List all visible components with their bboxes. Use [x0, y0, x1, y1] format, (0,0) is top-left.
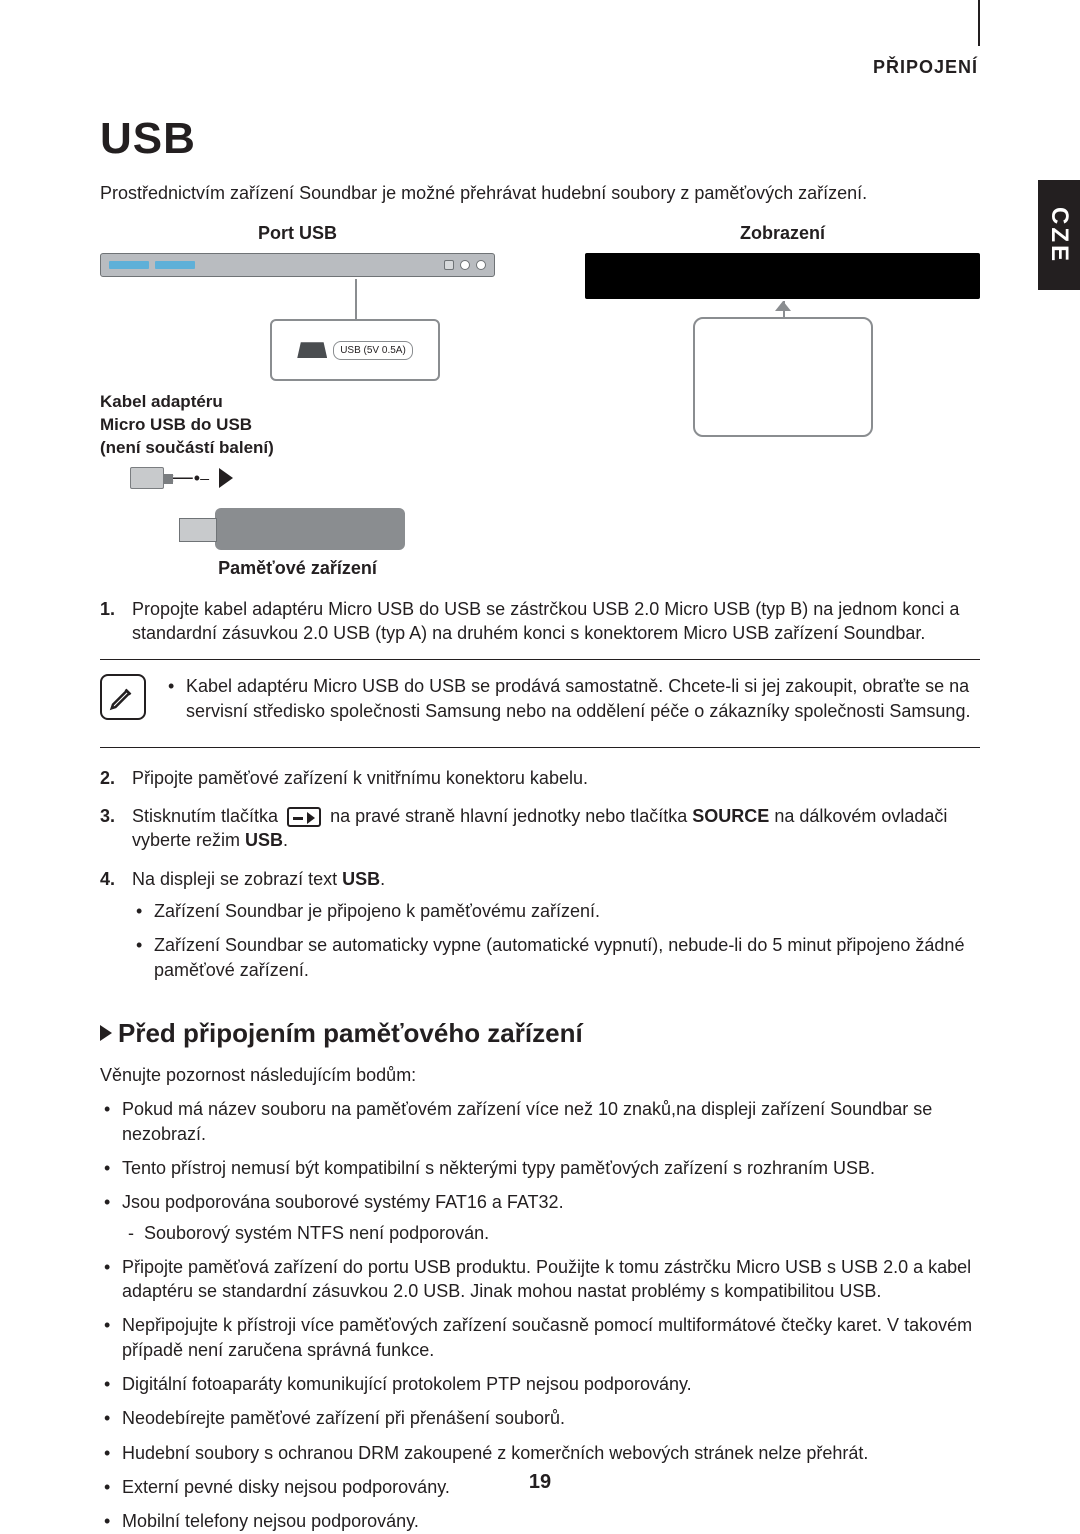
step-4-sub: Zařízení Soundbar je připojeno k paměťov… [132, 899, 980, 982]
pencil-note-icon [100, 674, 146, 720]
triangle-bullet-icon [100, 1025, 112, 1041]
before-b4: Připojte paměťová zařízení do portu USB … [100, 1255, 980, 1304]
step-4-b1: Zařízení Soundbar je připojeno k paměťov… [132, 899, 980, 923]
source-button-icon [287, 807, 321, 827]
diagram-display-col: Zobrazení [585, 221, 980, 581]
memory-device-label: Paměťové zařízení [100, 556, 495, 580]
before-b7: Neodebírejte paměťové zařízení při přená… [100, 1406, 980, 1430]
step-3: 3. Stisknutím tlačítka na pravé straně h… [100, 804, 980, 853]
usb-plug-icon [130, 467, 164, 489]
before-b3: Jsou podporována souborové systémy FAT16… [100, 1190, 980, 1245]
display-callout-box [693, 317, 873, 437]
adapter-label-l1: Kabel adaptéru [100, 391, 495, 414]
step-4-text: Na displeji se zobrazí text USB. [132, 869, 385, 889]
adapter-label-l2: Micro USB do USB [100, 414, 495, 437]
usb-stick-row [100, 508, 495, 550]
page-number: 19 [0, 1469, 1080, 1496]
usb-spec-badge: USB (5V 0.5A) [333, 341, 413, 361]
arrow-right-icon [219, 468, 233, 488]
step-4: 4. Na displeji se zobrazí text USB. Zaří… [100, 867, 980, 992]
before-connect-heading: Před připojením paměťového zařízení [100, 1016, 980, 1051]
page-title: USB [100, 109, 980, 168]
step-2: 2. Připojte paměťové zařízení k vnitřním… [100, 766, 980, 790]
step-4-b2: Zařízení Soundbar se automaticky vypne (… [132, 933, 980, 982]
diagram-row: Port USB USB (5V 0.5A) Kabel adaptéru Mi… [100, 221, 980, 581]
before-b10: Mobilní telefony nejsou podporovány. [100, 1509, 980, 1533]
step-2-text: Připojte paměťové zařízení k vnitřnímu k… [132, 766, 588, 790]
section-header: PŘIPOJENÍ [100, 55, 980, 79]
page: PŘIPOJENÍ USB Prostřednictvím zařízení S… [0, 0, 1080, 1534]
before-b2: Tento přístroj nemusí být kompatibilní s… [100, 1156, 980, 1180]
note-bullets: Kabel adaptéru Micro USB do USB se prodá… [164, 674, 980, 733]
soundbar-illustration [100, 253, 495, 277]
diagram-port-col: Port USB USB (5V 0.5A) Kabel adaptéru Mi… [100, 221, 495, 581]
display-label: Zobrazení [585, 221, 980, 245]
adapter-label-l3: (není součástí balení) [100, 437, 495, 460]
adapter-label: Kabel adaptéru Micro USB do USB (není so… [100, 391, 495, 460]
before-lead: Věnujte pozornost následujícím bodům: [100, 1063, 980, 1087]
step-3-text: Stisknutím tlačítka na pravé straně hlav… [132, 804, 980, 853]
cable-plug-row: ⟵•⎯ [130, 466, 495, 490]
port-usb-label: Port USB [100, 221, 495, 245]
usb-stick-icon [215, 508, 405, 550]
display-panel [585, 253, 980, 299]
before-b8: Hudební soubory s ochranou DRM zakoupené… [100, 1441, 980, 1465]
step-1: 1. Propojte kabel adaptéru Micro USB do … [100, 597, 980, 646]
before-b3-sub: Souborový systém NTFS není podporován. [122, 1221, 980, 1245]
micro-usb-port-icon [297, 342, 327, 358]
before-b6: Digitální fotoaparáty komunikující proto… [100, 1372, 980, 1396]
before-b1: Pokud má název souboru na paměťovém zaří… [100, 1097, 980, 1146]
steps-list-cont: 2. Připojte paměťové zařízení k vnitřním… [100, 766, 980, 992]
step-1-text: Propojte kabel adaptéru Micro USB do USB… [132, 597, 980, 646]
steps-list: 1. Propojte kabel adaptéru Micro USB do … [100, 597, 980, 646]
before-b5: Nepřipojujte k přístroji více paměťových… [100, 1313, 980, 1362]
intro-text: Prostřednictvím zařízení Soundbar je mož… [100, 181, 980, 205]
usb-port-frame: USB (5V 0.5A) [270, 319, 440, 381]
note-block: Kabel adaptéru Micro USB do USB se prodá… [100, 659, 980, 748]
note-text: Kabel adaptéru Micro USB do USB se prodá… [164, 674, 980, 723]
